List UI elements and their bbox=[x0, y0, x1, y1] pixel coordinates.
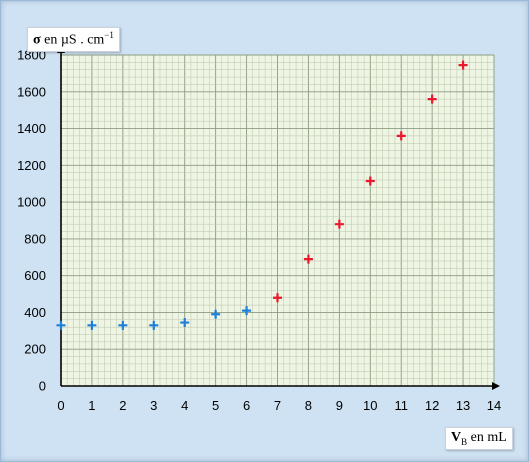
x-tick-label: 13 bbox=[456, 398, 470, 413]
x-tick-label: 1 bbox=[88, 398, 95, 413]
y-tick-label: 1200 bbox=[17, 158, 46, 173]
data-point bbox=[334, 219, 344, 229]
x-tick-label: 3 bbox=[150, 398, 157, 413]
y-tick-label: 1000 bbox=[17, 195, 46, 210]
data-point bbox=[303, 254, 313, 264]
x-tick-label: 12 bbox=[425, 398, 439, 413]
data-point bbox=[242, 306, 252, 316]
y-axis-symbol: σ bbox=[33, 32, 41, 48]
data-point bbox=[56, 320, 66, 330]
y-tick-label: 0 bbox=[39, 379, 46, 394]
x-tick-label: 11 bbox=[394, 398, 408, 413]
x-tick-label: 10 bbox=[363, 398, 377, 413]
grid bbox=[60, 54, 495, 387]
y-tick-label: 800 bbox=[24, 231, 46, 246]
x-tick-label: 7 bbox=[274, 398, 281, 413]
x-tick-label: 8 bbox=[305, 398, 312, 413]
x-tick-label: 5 bbox=[212, 398, 219, 413]
x-tick-label: 0 bbox=[57, 398, 64, 413]
data-point bbox=[118, 320, 128, 330]
data-point bbox=[180, 318, 190, 328]
data-point bbox=[427, 94, 437, 104]
x-tick-label: 6 bbox=[243, 398, 250, 413]
x-tick-label: 9 bbox=[336, 398, 343, 413]
data-point bbox=[211, 309, 221, 319]
data-point bbox=[365, 176, 375, 186]
y-tick-label: 1600 bbox=[17, 84, 46, 99]
x-axis-label: VB en mL bbox=[445, 427, 513, 450]
x-axis-symbol-subscript: B bbox=[461, 436, 468, 447]
y-tick-label: 1400 bbox=[17, 121, 46, 136]
y-tick-label: 400 bbox=[24, 305, 46, 320]
y-axis-unit: en µS . cm bbox=[40, 32, 105, 48]
y-tick-label: 200 bbox=[24, 342, 46, 357]
x-tick-label: 2 bbox=[119, 398, 126, 413]
y-axis-label: σ en µS . cm−1 bbox=[27, 27, 120, 52]
x-axis-symbol: V bbox=[451, 430, 462, 445]
data-point bbox=[273, 293, 282, 303]
data-point bbox=[149, 320, 159, 330]
data-point bbox=[458, 60, 468, 70]
data-point bbox=[396, 131, 406, 141]
x-axis-unit: en mL bbox=[467, 430, 507, 445]
y-axis-unit-exponent: −1 bbox=[104, 30, 114, 40]
x-axis-arrow bbox=[492, 382, 500, 390]
data-points bbox=[56, 60, 468, 330]
data-point bbox=[87, 320, 97, 330]
y-tick-label: 600 bbox=[24, 268, 46, 283]
x-tick-label: 4 bbox=[181, 398, 188, 413]
x-tick-label: 14 bbox=[487, 398, 501, 413]
tick-labels: 0 1 2 3 4 5 6 7 8 9 10 11 12 13 1402004006008001000120… bbox=[17, 48, 501, 414]
